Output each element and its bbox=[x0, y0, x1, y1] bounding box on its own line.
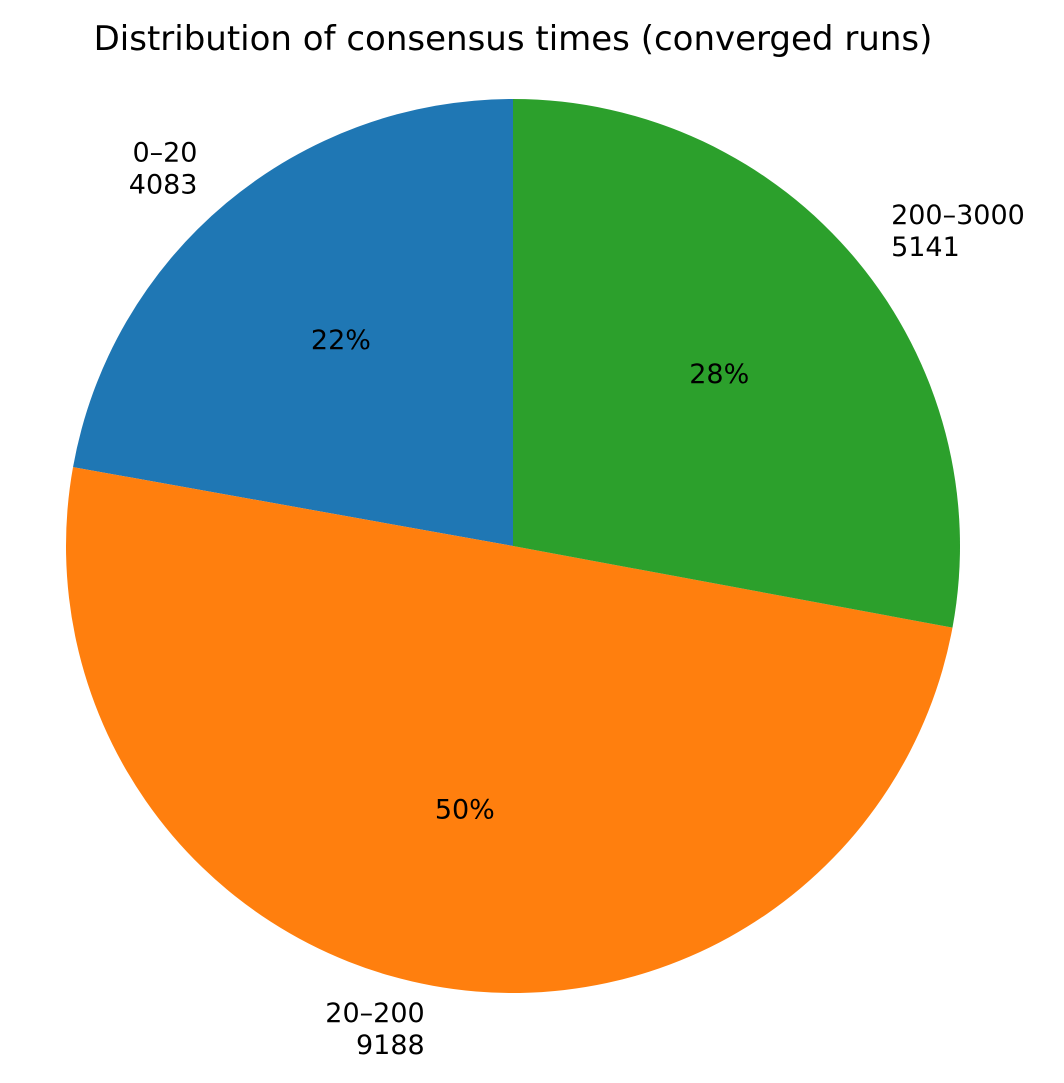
slice-count-label-2: 5141 bbox=[891, 232, 960, 263]
slice-category-label-0: 0–20 bbox=[132, 137, 197, 168]
slice-percent-label-1: 50% bbox=[435, 794, 495, 825]
slice-label-1: 20–200 9188 bbox=[325, 998, 424, 1061]
slice-category-label-2: 200–3000 bbox=[891, 200, 1025, 231]
slice-percent-label-2: 28% bbox=[689, 359, 749, 390]
pie-slices bbox=[65, 99, 961, 994]
pie-labels: 22% 0–20 4083 50% 20–200 9188 28% 200–3000 5141 bbox=[129, 137, 1025, 1061]
pie-slice-1 bbox=[65, 467, 953, 994]
slice-count-label-0: 4083 bbox=[129, 169, 198, 200]
pie-slice-0 bbox=[73, 99, 513, 546]
pie-slice-2 bbox=[513, 99, 961, 628]
slice-label-0: 0–20 4083 bbox=[129, 137, 198, 200]
slice-label-2: 200–3000 5141 bbox=[891, 200, 1025, 263]
slice-count-label-1: 9188 bbox=[356, 1030, 425, 1061]
slice-percent-label-0: 22% bbox=[311, 325, 371, 356]
chart-title: Distribution of consensus times (converg… bbox=[94, 19, 933, 59]
slice-category-label-1: 20–200 bbox=[325, 998, 424, 1029]
